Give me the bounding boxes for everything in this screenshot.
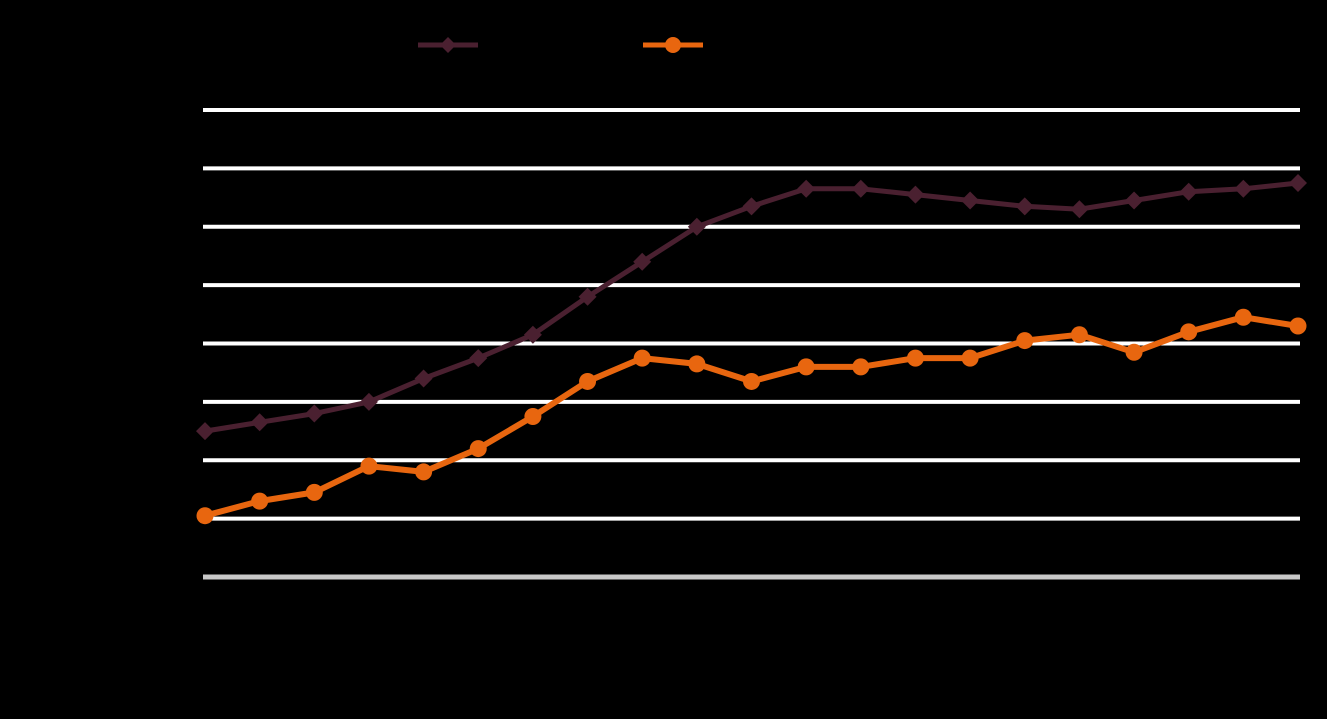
series-2-point-15: [961, 349, 979, 367]
series-1-point-13: [851, 179, 870, 198]
series-markers: [196, 173, 1307, 525]
series-1-point-10: [687, 217, 706, 236]
series-2-point-20: [1234, 308, 1252, 326]
series-1-point-7: [523, 325, 542, 344]
series-2-point-21: [1289, 317, 1307, 335]
series-2-point-1: [196, 507, 214, 525]
series-2-point-9: [633, 349, 651, 367]
series-2-point-13: [852, 358, 870, 376]
legend-marker-2: [665, 37, 681, 53]
series-1-point-1: [196, 422, 214, 441]
series-1-point-20: [1234, 179, 1253, 198]
series-2-point-6: [469, 440, 487, 458]
legend-marker-1: [440, 37, 456, 53]
series-1-point-14: [906, 185, 925, 204]
series-1-point-19: [1179, 182, 1198, 201]
series-2-point-2: [251, 492, 269, 510]
series-2-point-3: [305, 483, 323, 501]
series-2-point-4: [360, 457, 378, 475]
series-2-point-16: [1016, 332, 1034, 350]
gridlines: [203, 108, 1300, 580]
series-2-point-8: [579, 372, 597, 390]
series-2-point-19: [1180, 323, 1198, 341]
series-2-point-10: [688, 355, 706, 373]
series-2-point-12: [797, 358, 815, 376]
series-1-point-5: [414, 369, 433, 388]
series-1-point-8: [578, 287, 597, 306]
series-1-point-12: [797, 179, 816, 198]
series-2-point-14: [906, 349, 924, 367]
series-2-point-5: [415, 463, 433, 481]
series-1-point-21: [1289, 173, 1307, 192]
series-1-point-11: [742, 197, 761, 216]
series-1-point-9: [633, 252, 652, 271]
series-1-point-18: [1125, 191, 1144, 210]
series-1-point-6: [469, 349, 488, 368]
series-2-point-18: [1125, 343, 1143, 361]
series-1-point-4: [359, 392, 378, 411]
series-1-point-15: [961, 191, 980, 210]
series-1-point-2: [250, 413, 269, 432]
series-1-point-16: [1015, 197, 1034, 216]
series-2-point-17: [1070, 326, 1088, 344]
series-2-point-7: [524, 407, 542, 425]
series-1-point-3: [305, 404, 324, 423]
legend: [418, 37, 703, 53]
series-1-point-17: [1070, 200, 1089, 219]
series-2-point-11: [743, 372, 760, 390]
